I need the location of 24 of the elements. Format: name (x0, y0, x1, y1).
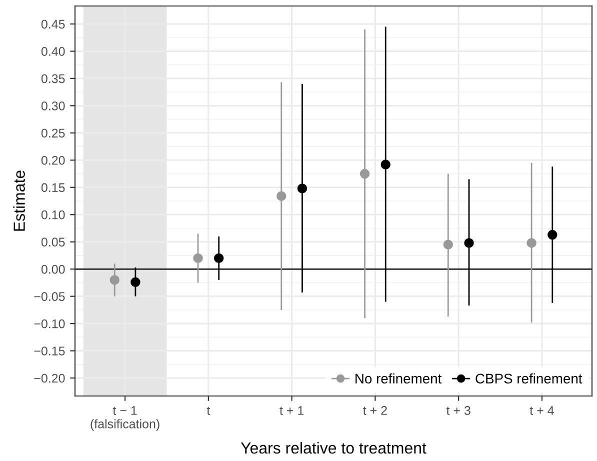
x-axis-title: Years relative to treatment (240, 442, 426, 454)
y-axis-title: Estimate (13, 170, 25, 231)
y-tick-label: 0.05 (41, 238, 65, 247)
x-tick-label: t + 4 (530, 406, 554, 415)
y-tick-label: 0.35 (41, 74, 65, 84)
x-tick-label: t + 3 (446, 406, 470, 415)
x-tick-label: t + 2 (363, 406, 387, 415)
y-tick-label: 0.25 (41, 128, 65, 138)
y-tick-label: −0.20 (34, 374, 65, 383)
y-tick-label: −0.10 (34, 319, 65, 328)
y-tick-label: −0.15 (34, 346, 65, 356)
y-tick-label: 0.00 (41, 264, 65, 274)
x-tick-label: t + 1 (280, 406, 304, 415)
y-tick-label: 0.30 (41, 101, 65, 110)
y-tick-label: 0.45 (41, 20, 65, 29)
y-tick-label: 0.20 (41, 156, 65, 165)
x-tick-label: t (206, 406, 210, 415)
y-tick-label: 0.10 (41, 210, 65, 220)
y-tick-label: 0.40 (41, 47, 65, 56)
legend-label: CBPS refinement (476, 373, 582, 384)
y-tick-label: 0.15 (41, 183, 65, 192)
y-tick-label: −0.05 (34, 292, 65, 301)
x-tick-label: t − 1 (falsification) (90, 406, 160, 431)
legend-label: No refinement (356, 373, 442, 384)
